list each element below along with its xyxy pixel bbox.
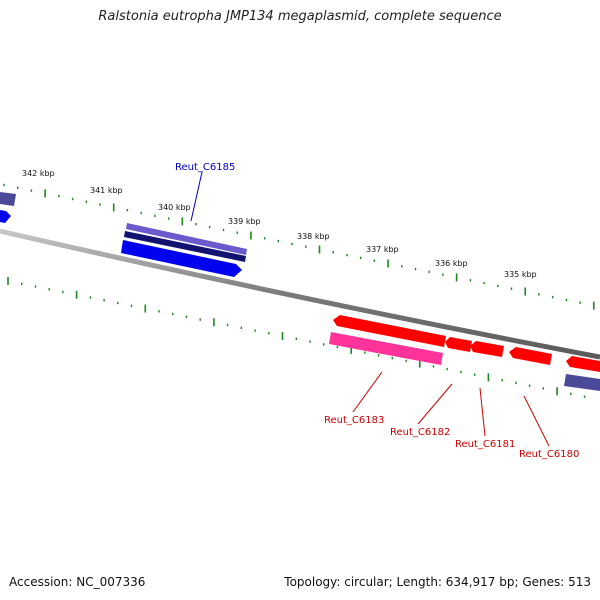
callout-line-reut-c6180 <box>523 395 550 447</box>
tick-label-336: 336 kbp <box>435 259 468 268</box>
gene-feature-reut-c6181[interactable] <box>470 341 504 357</box>
lower-tick-track <box>7 277 586 398</box>
accession-label: Accession: NC_007336 <box>9 575 146 589</box>
tick-label-338: 338 kbp <box>297 232 330 241</box>
callout-line-reut-c6181 <box>479 387 486 437</box>
callout-line-reut-c6185 <box>190 171 203 222</box>
callout-line-reut-c6183 <box>352 371 383 413</box>
tick-label-339: 339 kbp <box>228 217 261 226</box>
topology-summary: Topology: circular; Length: 634,917 bp; … <box>284 575 591 589</box>
gene-feature-reut-c6185-light[interactable] <box>126 223 247 255</box>
gene-feature-reut-c6182[interactable] <box>445 337 472 352</box>
gene-feature-reut-c6185[interactable] <box>121 240 242 277</box>
tick-label-341: 341 kbp <box>90 186 123 195</box>
tick-label-337: 337 kbp <box>366 245 399 254</box>
gene-feature-reut-c6183-pink[interactable] <box>329 332 443 365</box>
gene-feature-reut-c6180[interactable] <box>509 347 552 365</box>
gene-feature-reut-c6185-dark[interactable] <box>124 231 246 262</box>
gene-feature-right-edge-red[interactable] <box>566 356 600 372</box>
plasmid-backbone <box>0 228 600 360</box>
gene-label-reut-c6180[interactable]: Reut_C6180 <box>519 449 579 460</box>
tick-label-335: 335 kbp <box>504 270 537 279</box>
gene-label-reut-c6182[interactable]: Reut_C6182 <box>390 427 450 438</box>
gene-label-reut-c6181[interactable]: Reut_C6181 <box>455 439 515 450</box>
gene-feature-reut-c6183-main[interactable] <box>333 315 446 347</box>
gene-feature-left-edge[interactable] <box>0 192 16 206</box>
gene-label-reut-c6183[interactable]: Reut_C6183 <box>324 415 384 426</box>
gene-feature-right-edge-dark[interactable] <box>564 374 600 391</box>
tick-label-340: 340 kbp <box>158 203 191 212</box>
callout-line-reut-c6182 <box>417 383 453 425</box>
map-title: Ralstonia eutropha JMP134 megaplasmid, c… <box>98 9 502 24</box>
gene-label-reut-c6185[interactable]: Reut_C6185 <box>175 162 235 173</box>
gene-feature-left-edge-arrow[interactable] <box>0 210 11 223</box>
upper-tick-track <box>3 183 595 310</box>
tick-label-342: 342 kbp <box>22 169 55 178</box>
